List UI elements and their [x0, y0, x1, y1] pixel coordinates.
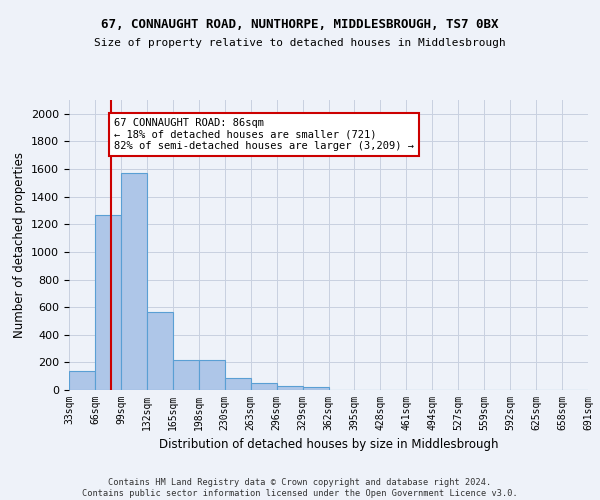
Bar [95, 216, 121, 390]
Bar [251, 383, 277, 390]
Bar [121, 173, 147, 390]
Text: Size of property relative to detached houses in Middlesbrough: Size of property relative to detached ho… [94, 38, 506, 48]
Bar [302, 387, 329, 390]
Bar [199, 360, 224, 390]
Text: 67 CONNAUGHT ROAD: 86sqm
← 18% of detached houses are smaller (721)
82% of semi-: 67 CONNAUGHT ROAD: 86sqm ← 18% of detach… [114, 118, 414, 151]
Text: 67, CONNAUGHT ROAD, NUNTHORPE, MIDDLESBROUGH, TS7 0BX: 67, CONNAUGHT ROAD, NUNTHORPE, MIDDLESBR… [101, 18, 499, 30]
Bar [69, 370, 95, 390]
Y-axis label: Number of detached properties: Number of detached properties [13, 152, 26, 338]
Text: Contains HM Land Registry data © Crown copyright and database right 2024.
Contai: Contains HM Land Registry data © Crown c… [82, 478, 518, 498]
Bar [173, 360, 199, 390]
Bar [147, 312, 173, 390]
X-axis label: Distribution of detached houses by size in Middlesbrough: Distribution of detached houses by size … [159, 438, 498, 452]
Bar [277, 386, 302, 390]
Bar [224, 378, 251, 390]
